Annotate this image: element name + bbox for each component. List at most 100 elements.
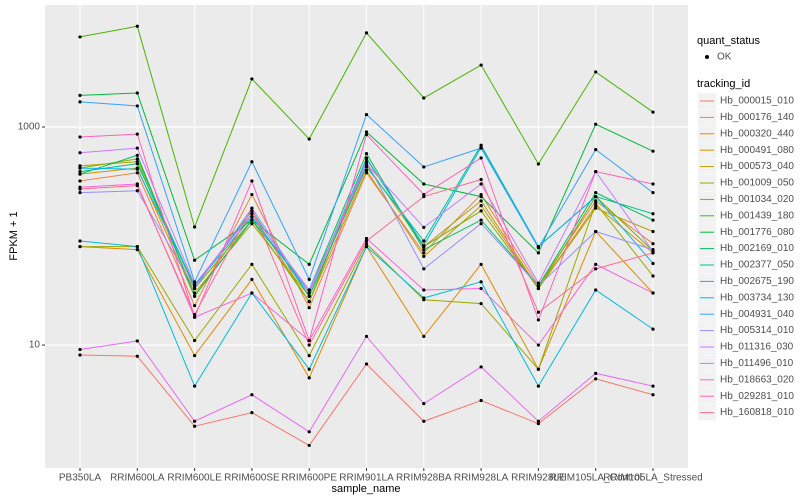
data-point [135, 162, 139, 166]
data-point [364, 31, 369, 35]
data-point [193, 338, 197, 343]
data-point [651, 110, 655, 114]
data-point [651, 191, 655, 195]
data-point [193, 286, 197, 291]
data-point [422, 165, 426, 169]
data-point [479, 156, 483, 160]
data-point [250, 179, 254, 183]
data-point [307, 300, 311, 304]
x-tick-label: RRIM928BA [396, 473, 452, 484]
data-point [364, 133, 369, 137]
legend-label: Hb_004931_040 [720, 309, 794, 320]
data-point [78, 191, 82, 195]
data-point [479, 177, 483, 182]
data-point [594, 169, 598, 174]
data-point [364, 236, 369, 241]
data-point [307, 137, 311, 141]
data-point [250, 221, 254, 226]
data-point [135, 153, 139, 157]
data-point [307, 338, 311, 343]
data-point [479, 146, 483, 150]
data-point [594, 191, 598, 195]
data-point [364, 162, 369, 166]
data-point [422, 334, 426, 339]
data-point [594, 371, 598, 375]
data-point [307, 367, 311, 371]
data-point [135, 104, 139, 108]
data-point [422, 243, 426, 248]
x-tick-label: RRIM600LE [167, 473, 222, 484]
data-point [78, 239, 82, 243]
data-point [78, 244, 82, 249]
data-point [651, 218, 655, 222]
data-point [594, 229, 598, 234]
legend-label: Hb_000320_440 [720, 128, 794, 139]
data-point [307, 343, 311, 347]
data-point [193, 424, 197, 428]
legend-label: Hb_000491_080 [720, 145, 794, 156]
data-point [651, 274, 655, 278]
data-point [536, 286, 541, 291]
data-point [651, 242, 655, 246]
data-point [78, 179, 82, 183]
data-point [536, 246, 541, 250]
data-point [536, 419, 541, 423]
data-point [594, 377, 598, 381]
legend-point [705, 55, 709, 59]
data-point [479, 301, 483, 306]
data-point [135, 339, 139, 343]
legend-label: OK [717, 52, 732, 63]
data-point [307, 294, 311, 298]
data-point [594, 267, 598, 271]
x-tick-label: RRIM600PE [281, 473, 337, 484]
data-point [364, 168, 369, 172]
data-point [250, 209, 254, 213]
legend-label: Hb_002169_010 [720, 243, 794, 254]
x-tick-label: RRIM105LA_Control [550, 473, 642, 484]
x-axis-title: sample_name [331, 483, 400, 495]
data-point [594, 194, 598, 199]
legend-label: Hb_001034_020 [720, 194, 794, 205]
data-point [193, 280, 197, 284]
data-point [250, 393, 254, 397]
data-point [135, 132, 139, 136]
data-point [193, 354, 197, 358]
data-point [135, 189, 139, 193]
legend-label: Hb_000015_010 [720, 96, 794, 107]
legend-label: Hb_160818_010 [720, 407, 794, 418]
data-point [651, 261, 655, 266]
data-point [193, 258, 197, 262]
data-point [193, 384, 197, 388]
data-point [78, 35, 82, 39]
x-tick-label: RRIM600LA [110, 473, 165, 484]
data-point [479, 262, 483, 266]
data-point [651, 251, 655, 255]
data-point [193, 304, 197, 308]
data-point [307, 376, 311, 380]
data-point [479, 209, 483, 213]
legend-label: Hb_000176_140 [720, 112, 794, 123]
x-tick-label: RRIM928LE [511, 473, 566, 484]
data-point [78, 166, 82, 170]
data-point [78, 172, 82, 176]
data-point [250, 291, 254, 295]
data-point [594, 148, 598, 152]
data-point [135, 248, 139, 252]
data-point [250, 215, 254, 219]
data-point [193, 294, 197, 298]
data-point [422, 402, 426, 406]
data-point [422, 267, 426, 271]
data-point [250, 206, 254, 210]
data-point [479, 221, 483, 226]
data-point [78, 135, 82, 139]
data-point [422, 248, 426, 252]
data-point [651, 212, 655, 216]
data-point [536, 422, 541, 426]
legend-label: Hb_005314_010 [720, 325, 794, 336]
x-tick-label: RRIM600SE [224, 473, 280, 484]
data-point [364, 242, 369, 246]
data-point [536, 162, 541, 166]
legend-label: Hb_000573_040 [720, 161, 794, 172]
data-point [307, 288, 311, 292]
